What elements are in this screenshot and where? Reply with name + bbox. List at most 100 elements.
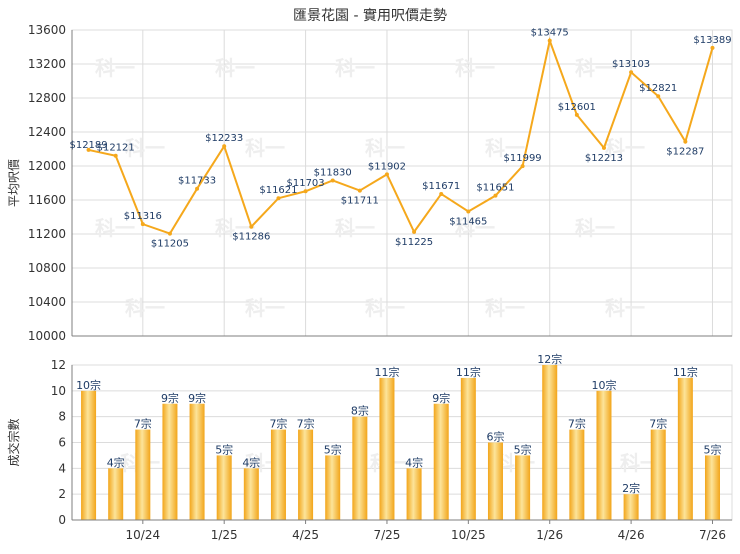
watermark: 科一 <box>605 296 645 320</box>
x-tick-label: 4/26 <box>618 528 645 542</box>
volume-data-label: 5宗 <box>324 442 342 456</box>
volume-bar <box>515 455 531 520</box>
price-point <box>601 145 606 150</box>
x-tick-label: 7/26 <box>699 528 726 542</box>
chart-title: 匯景花園 - 實用呎價走勢 <box>293 7 447 24</box>
price-point <box>656 94 661 99</box>
price-point <box>439 191 444 196</box>
price-point <box>493 193 498 198</box>
volume-data-label: 8宗 <box>351 404 369 418</box>
price-data-label: $11465 <box>449 216 487 227</box>
volume-data-label: 11宗 <box>673 365 698 379</box>
volume-bar <box>81 390 97 520</box>
price-data-label: $12121 <box>97 143 135 154</box>
y-tick-label: 12800 <box>28 91 66 105</box>
price-data-label: $11621 <box>259 185 297 196</box>
volume-bar <box>433 403 449 520</box>
price-point <box>629 70 634 75</box>
price-data-label: $11286 <box>232 232 270 243</box>
volume-data-label: 10宗 <box>76 378 101 392</box>
x-tick-label: 7/25 <box>373 528 400 542</box>
price-data-label: $11651 <box>476 183 514 194</box>
y-tick-label: 12 <box>51 358 66 372</box>
price-point <box>303 189 308 194</box>
x-tick-label: 1/26 <box>536 528 563 542</box>
watermark: 科一 <box>95 56 135 80</box>
price-data-label: $11205 <box>151 239 189 250</box>
volume-bar <box>135 429 151 520</box>
price-series-line <box>88 37 714 235</box>
watermark: 科一 <box>575 56 615 80</box>
price-data-label: $13475 <box>531 28 569 39</box>
price-data-label: $11711 <box>341 196 379 207</box>
price-data-label: $11999 <box>504 153 542 164</box>
volume-data-label: 5宗 <box>215 442 233 456</box>
y-tick-label: 12000 <box>28 159 66 173</box>
watermark: 科一 <box>215 56 255 80</box>
volume-bar <box>352 416 368 520</box>
volume-bar <box>406 468 422 520</box>
volume-bar <box>379 377 395 520</box>
volume-bar <box>487 442 503 520</box>
price-point <box>520 164 525 169</box>
volume-data-label: 4宗 <box>107 455 125 469</box>
y-tick-label: 8 <box>58 410 66 424</box>
y-tick-label: 2 <box>58 487 66 501</box>
volume-data-label: 9宗 <box>188 391 206 405</box>
price-point <box>683 139 688 144</box>
volume-data-label: 11宗 <box>456 365 481 379</box>
watermark: 科一 <box>485 296 525 320</box>
price-data-label: $11671 <box>422 181 460 192</box>
y-tick-label: 11600 <box>28 193 66 207</box>
volume-data-label: 5宗 <box>703 442 721 456</box>
volume-bar <box>677 377 693 520</box>
watermark: 科一 <box>125 136 165 160</box>
volume-data-label: 7宗 <box>568 417 586 431</box>
x-tick-label: 1/25 <box>211 528 238 542</box>
watermark: 科一 <box>605 136 645 160</box>
price-point <box>276 196 281 201</box>
y-tick-label: 6 <box>58 436 66 450</box>
volume-bar <box>623 494 639 520</box>
price-point <box>574 112 579 117</box>
volume-bar <box>189 403 205 520</box>
price-point <box>710 45 715 50</box>
watermark: 科一 <box>575 216 615 240</box>
price-point <box>330 178 335 183</box>
volume-chart: 024681012科一科一科一科一科一10宗4宗7宗9宗9宗5宗4宗7宗7宗5宗… <box>6 352 733 542</box>
price-data-label: $12601 <box>558 102 596 113</box>
volume-data-label: 9宗 <box>432 391 450 405</box>
volume-data-label: 4宗 <box>405 455 423 469</box>
price-point <box>195 186 200 191</box>
y-tick-label: 4 <box>58 461 66 475</box>
watermark: 科一 <box>365 296 405 320</box>
price-data-label: $11703 <box>286 178 324 189</box>
watermark: 科一 <box>455 216 495 240</box>
watermark: 科一 <box>455 56 495 80</box>
volume-bar <box>704 455 720 520</box>
price-chart: 10000 10400 10800 11200 11600 12000 12400 12800… <box>7 23 733 343</box>
volume-data-label: 5宗 <box>514 442 532 456</box>
price-point <box>113 153 118 158</box>
volume-data-label: 4宗 <box>242 455 260 469</box>
y-tick-label: 13200 <box>28 57 66 71</box>
y-tick-label: 10 <box>51 384 66 398</box>
watermark: 科一 <box>485 136 525 160</box>
watermark: 科一 <box>245 296 285 320</box>
price-point <box>222 144 227 149</box>
y-tick-label: 10800 <box>28 261 66 275</box>
volume-data-label: 11宗 <box>374 365 399 379</box>
price-data-label: $12233 <box>205 133 243 144</box>
y-axis-title: 平均呎價 <box>7 159 21 207</box>
x-tick-label: 10/24 <box>126 528 161 542</box>
plot-area <box>71 29 733 337</box>
volume-bar <box>596 390 612 520</box>
volume-bar <box>650 429 666 520</box>
volume-data-label: 7宗 <box>269 417 287 431</box>
price-point <box>249 224 254 229</box>
volume-bar <box>108 468 124 520</box>
volume-bar <box>270 429 286 520</box>
watermark: 科一 <box>95 216 135 240</box>
price-data-label: $11316 <box>124 211 162 222</box>
